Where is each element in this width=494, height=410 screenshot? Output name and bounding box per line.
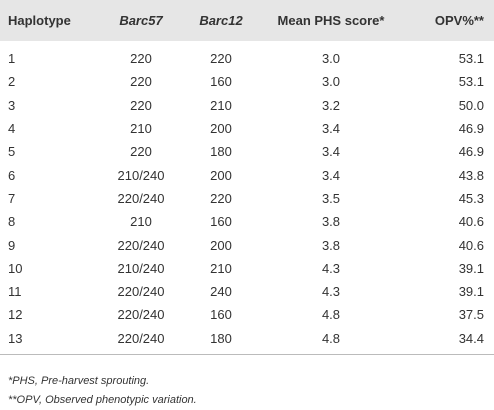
table-cell: 3.2 bbox=[321, 97, 341, 113]
table-row: 11 220/240 240 4.3 39.1 bbox=[0, 280, 494, 303]
table-row: 13 220/240 180 4.8 34.4 bbox=[0, 326, 494, 355]
table-row: 2 220 160 3.0 53.1 bbox=[0, 70, 494, 93]
table-row: 12 220/240 160 4.8 37.5 bbox=[0, 303, 494, 326]
table-cell: 220 bbox=[130, 97, 152, 113]
table-cell: 4.3 bbox=[321, 284, 341, 300]
table-cell: 210 bbox=[130, 214, 152, 230]
table-cell: 210 bbox=[210, 97, 232, 113]
table-row: 5 220 180 3.4 46.9 bbox=[0, 140, 494, 163]
table-cell: 220 bbox=[130, 144, 152, 160]
table-cell: 3.4 bbox=[321, 121, 341, 137]
table-cell: 7 bbox=[8, 190, 16, 206]
table-cell: 3.5 bbox=[321, 190, 341, 206]
table-cell: 1 bbox=[8, 51, 16, 67]
table-cell: 34.4 bbox=[406, 326, 494, 355]
table-cell: 11 bbox=[8, 284, 22, 300]
table-cell: 220 bbox=[210, 51, 232, 67]
table-cell: 6 bbox=[8, 167, 16, 183]
table-cell: 50.0 bbox=[458, 97, 484, 113]
table-cell: 3.0 bbox=[321, 51, 341, 67]
footnote: **OPV, Observed phenotypic variation. bbox=[8, 394, 197, 406]
table-cell: 210 bbox=[130, 121, 152, 137]
header-cell: Mean PHS score* bbox=[256, 0, 406, 41]
table-cell: 40.6 bbox=[458, 237, 484, 253]
table-cell: 160 bbox=[210, 307, 232, 323]
table-cell: 53.1 bbox=[458, 51, 484, 67]
table-cell: 200 bbox=[210, 167, 232, 183]
table-cell: 37.5 bbox=[458, 307, 484, 323]
table-cell: 46.9 bbox=[458, 121, 484, 137]
header-cell: Barc12 bbox=[186, 0, 256, 41]
table-cell: 40.6 bbox=[458, 214, 484, 230]
table-cell: 4.8 bbox=[256, 326, 406, 355]
table-cell: 160 bbox=[210, 74, 232, 90]
table-cell: 200 bbox=[210, 237, 232, 253]
table-cell: 2 bbox=[8, 74, 16, 90]
table-cell: 4.3 bbox=[321, 260, 341, 276]
table-cell: 220/240 bbox=[117, 307, 165, 323]
table-cell: 220/240 bbox=[96, 326, 186, 355]
table-row: 8 210 160 3.8 40.6 bbox=[0, 210, 494, 233]
table-cell: 3.4 bbox=[321, 167, 341, 183]
table-cell: 3.0 bbox=[321, 74, 341, 90]
table-cell: 220 bbox=[130, 74, 152, 90]
data-table: Haplotype Barc57 Barc12 Mean PHS score* OPV%… bbox=[0, 0, 494, 355]
table-row: 4 210 200 3.4 46.9 bbox=[0, 117, 494, 140]
table-cell: 220/240 bbox=[117, 284, 165, 300]
table-cell: 160 bbox=[210, 214, 232, 230]
table-cell: 240 bbox=[210, 284, 232, 300]
table-cell: 46.9 bbox=[458, 144, 484, 160]
table-cell: 180 bbox=[210, 144, 232, 160]
table-cell: 45.3 bbox=[458, 190, 484, 206]
table-cell: 220/240 bbox=[117, 237, 165, 253]
table-cell: 3.8 bbox=[321, 214, 341, 230]
footnotes: *PHS, Pre-harvest sprouting. **OPV, Obser… bbox=[8, 372, 197, 410]
table-cell: 4 bbox=[8, 121, 16, 137]
table-cell: 3.8 bbox=[321, 237, 341, 253]
table-cell: 39.1 bbox=[458, 260, 484, 276]
table-cell: 12 bbox=[8, 307, 23, 323]
table-cell: 220/240 bbox=[117, 190, 165, 206]
header-cell: Haplotype bbox=[0, 0, 96, 41]
header-cell: OPV%** bbox=[406, 0, 494, 41]
table-body: 1 220 220 3.0 53.1 2 220 160 3.0 53.1 3 220 210 3.2 50… bbox=[0, 41, 494, 355]
table-row: 9 220/240 200 3.8 40.6 bbox=[0, 233, 494, 256]
table-cell: 200 bbox=[210, 121, 232, 137]
table-cell: 3.4 bbox=[321, 144, 341, 160]
table-cell: 4.8 bbox=[321, 307, 341, 323]
table-cell: 180 bbox=[186, 326, 256, 355]
table-cell: 210/240 bbox=[117, 260, 165, 276]
table-row: 3 220 210 3.2 50.0 bbox=[0, 94, 494, 117]
table-cell: 43.8 bbox=[458, 167, 484, 183]
table-cell: 220 bbox=[210, 190, 232, 206]
table-row: 1 220 220 3.0 53.1 bbox=[0, 41, 494, 70]
table-cell: 9 bbox=[8, 237, 16, 253]
table-row: 6 210/240 200 3.4 43.8 bbox=[0, 163, 494, 186]
table-cell: 210/240 bbox=[117, 167, 165, 183]
table-cell: 39.1 bbox=[458, 284, 484, 300]
table-cell: 8 bbox=[8, 214, 16, 230]
table-cell: 210 bbox=[210, 260, 232, 276]
header-row: Haplotype Barc57 Barc12 Mean PHS score* OPV%… bbox=[0, 0, 494, 41]
table-cell: 13 bbox=[0, 326, 96, 355]
table-cell: 5 bbox=[8, 144, 16, 160]
table-row: 7 220/240 220 3.5 45.3 bbox=[0, 187, 494, 210]
table-cell: 3 bbox=[8, 97, 16, 113]
footnote: *PHS, Pre-harvest sprouting. bbox=[8, 375, 150, 387]
table-cell: 220 bbox=[130, 51, 152, 67]
header-cell: Barc57 bbox=[96, 0, 186, 41]
table-row: 10 210/240 210 4.3 39.1 bbox=[0, 257, 494, 280]
table-cell: 10 bbox=[8, 260, 23, 276]
table-cell: 53.1 bbox=[458, 74, 484, 90]
